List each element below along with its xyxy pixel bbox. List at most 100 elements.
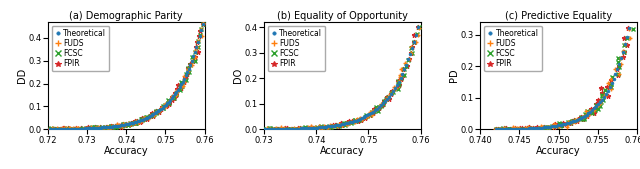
FCSC [629, 28, 637, 30]
FCSC [364, 115, 371, 117]
Y-axis label: DD: DD [17, 68, 27, 83]
X-axis label: Accuracy: Accuracy [320, 146, 365, 156]
FUDS [188, 60, 196, 62]
Title: (c) Predictive Equality: (c) Predictive Equality [505, 11, 612, 21]
Theoretical [186, 64, 194, 66]
Theoretical [125, 123, 132, 125]
Y-axis label: DO: DO [233, 68, 243, 83]
Theoretical [604, 90, 612, 92]
FCSC [262, 128, 270, 130]
FPIR [536, 127, 544, 129]
FPIR [497, 128, 505, 130]
FCSC [260, 128, 268, 130]
Line: FUDS: FUDS [259, 26, 421, 132]
FUDS [353, 118, 360, 120]
FPIR [513, 128, 521, 130]
FUDS [606, 86, 614, 88]
Line: Theoretical: Theoretical [49, 23, 204, 131]
FUDS [415, 27, 422, 29]
FPIR [606, 83, 614, 85]
FUDS [532, 128, 540, 130]
FUDS [527, 127, 535, 129]
FPIR [138, 117, 146, 119]
FUDS [491, 128, 499, 130]
Theoretical [260, 128, 268, 130]
Theoretical [352, 119, 360, 122]
FCSC [536, 127, 543, 129]
FPIR [413, 26, 421, 28]
FCSC [415, 26, 422, 28]
FUDS [258, 128, 266, 130]
Title: (b) Equality of Opportunity: (b) Equality of Opportunity [277, 11, 408, 21]
Y-axis label: PD: PD [449, 69, 460, 82]
Line: Theoretical: Theoretical [262, 26, 419, 131]
FCSC [607, 86, 615, 88]
FUDS [48, 127, 56, 129]
FPIR [78, 128, 86, 130]
X-axis label: Accuracy: Accuracy [104, 146, 148, 156]
FCSC [186, 64, 193, 66]
Line: FCSC: FCSC [261, 25, 421, 132]
FCSC [82, 128, 90, 130]
FCSC [525, 128, 533, 130]
FPIR [332, 124, 339, 126]
Theoretical [414, 26, 422, 28]
Title: (a) Demographic Parity: (a) Demographic Parity [70, 11, 183, 21]
Theoretical [365, 113, 373, 115]
FUDS [568, 121, 576, 123]
Theoretical [565, 122, 573, 124]
Line: FPIR: FPIR [494, 26, 630, 132]
FCSC [76, 128, 83, 130]
FPIR [355, 119, 363, 121]
Theoretical [360, 116, 367, 118]
FCSC [351, 119, 359, 121]
FPIR [258, 128, 266, 130]
FCSC [370, 110, 378, 112]
Theoretical [527, 127, 534, 129]
Theoretical [81, 127, 89, 129]
FCSC [514, 128, 522, 130]
FPIR [46, 128, 54, 130]
FUDS [625, 28, 632, 30]
FUDS [366, 111, 374, 113]
FPIR [198, 23, 206, 25]
FUDS [396, 76, 404, 78]
Theoretical [492, 128, 500, 130]
Line: FUDS: FUDS [493, 26, 632, 132]
FUDS [352, 119, 360, 121]
Theoretical [46, 128, 54, 130]
Theoretical [328, 125, 336, 127]
Line: FUDS: FUDS [49, 21, 205, 132]
FPIR [266, 128, 274, 130]
FUDS [356, 117, 364, 119]
Line: Theoretical: Theoretical [495, 27, 630, 131]
FCSC [566, 121, 574, 123]
FPIR [189, 60, 197, 62]
Line: FPIR: FPIR [47, 22, 205, 132]
FPIR [493, 128, 500, 130]
FPIR [399, 74, 406, 76]
FCSC [138, 119, 145, 121]
FUDS [607, 88, 615, 90]
FCSC [191, 51, 198, 53]
FPIR [83, 127, 91, 129]
Theoretical [397, 77, 404, 79]
Theoretical [625, 27, 633, 29]
Theoretical [199, 23, 207, 25]
Theoretical [354, 119, 362, 121]
FCSC [493, 128, 500, 130]
Legend: Theoretical, FUDS, FCSC, FPIR: Theoretical, FUDS, FCSC, FPIR [52, 26, 109, 71]
FUDS [74, 127, 82, 129]
FUDS [193, 46, 201, 48]
Line: FCSC: FCSC [494, 27, 635, 132]
FCSC [607, 83, 615, 85]
FUDS [138, 119, 145, 121]
FCSC [124, 124, 132, 126]
Theoretical [606, 86, 614, 88]
FCSC [400, 74, 408, 76]
FPIR [566, 121, 574, 123]
FUDS [199, 22, 207, 24]
Theoretical [523, 128, 531, 130]
FCSC [356, 119, 364, 121]
Theoretical [137, 119, 145, 121]
